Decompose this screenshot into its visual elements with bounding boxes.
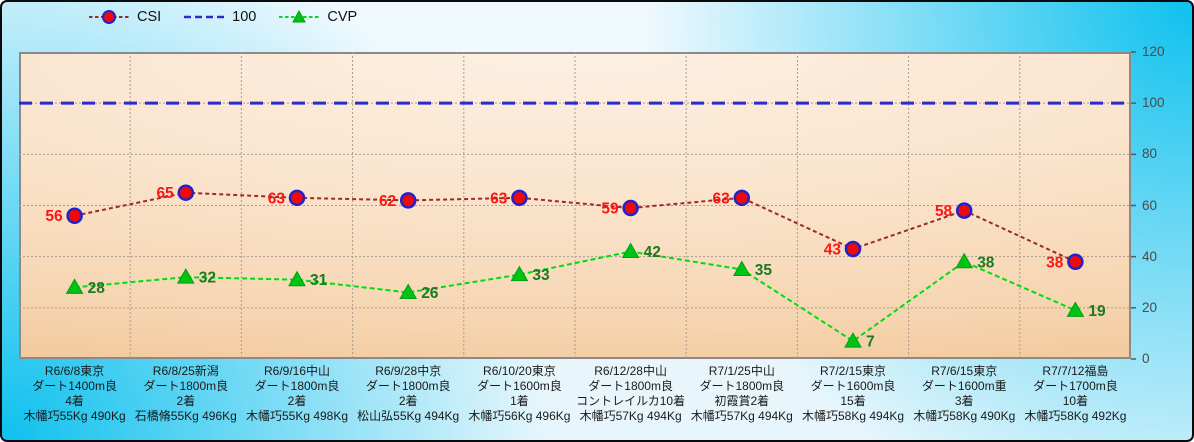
- y-axis-tick-label: 40: [1142, 248, 1158, 264]
- legend-label-100: 100: [232, 9, 257, 25]
- x-axis-label: R6/8/25新潟 ダート1800m良 2着 石橋脩55Kg 496Kg: [134, 364, 237, 423]
- x-axis-label: R6/9/28中京 ダート1800m良 2着 松山弘55Kg 494Kg: [357, 364, 460, 423]
- legend-item-100: 100: [183, 9, 256, 25]
- cvp-line-sample-icon: [279, 9, 320, 23]
- legend-label-csi: CSI: [137, 9, 162, 25]
- legend-label-cvp: CVP: [327, 9, 358, 25]
- y-axis-tick-label: 100: [1142, 95, 1165, 111]
- y-axis-tick-label: 120: [1142, 44, 1165, 59]
- legend-item-csi: CSI: [88, 9, 161, 25]
- y-axis-tick-label: 0: [1142, 351, 1150, 366]
- x-axis-label: R7/1/25中山 ダート1800m良 初霞賞2着 木幡巧57Kg 494Kg: [690, 364, 793, 423]
- y-axis-tick-label: 20: [1142, 299, 1158, 315]
- x-axis-label: R6/12/28中山 ダート1800m良 コントレイルカ10着 木幡巧57Kg 494…: [576, 364, 686, 423]
- chart-legend: CSI 100 CVP: [88, 9, 357, 25]
- x-axis-labels: R6/6/8東京 ダート1400m良 4着 木幡巧55Kg 490Kg R6/8/25新…: [19, 364, 1131, 424]
- legend-item-cvp: CVP: [278, 9, 357, 25]
- csi-line-sample-icon: [89, 10, 129, 24]
- x-axis-label: R6/9/16中山 ダート1800m良 2着 木幡巧55Kg 498Kg: [245, 364, 349, 423]
- x-axis-label: R6/6/8東京 ダート1400m良 4着 木幡巧55Kg 490Kg: [23, 364, 126, 423]
- hundred-line-sample-icon: [184, 15, 225, 19]
- plot-area: [19, 52, 1131, 359]
- x-axis-label: R7/6/15東京 ダート1600m重 3着 木幡巧58Kg 490Kg: [913, 364, 1016, 423]
- y-axis-tick-label: 80: [1142, 146, 1158, 162]
- x-axis-label: R7/7/12福島 ダート1700m良 10着 木幡巧58Kg 492Kg: [1024, 364, 1127, 423]
- x-axis-label: R6/10/20東京 ダート1600m良 1着 木幡巧56Kg 496Kg: [468, 364, 571, 423]
- y-axis-tick-label: 60: [1142, 197, 1158, 213]
- x-axis-label: R7/2/15東京 ダート1600m良 15着 木幡巧58Kg 494Kg: [801, 364, 905, 423]
